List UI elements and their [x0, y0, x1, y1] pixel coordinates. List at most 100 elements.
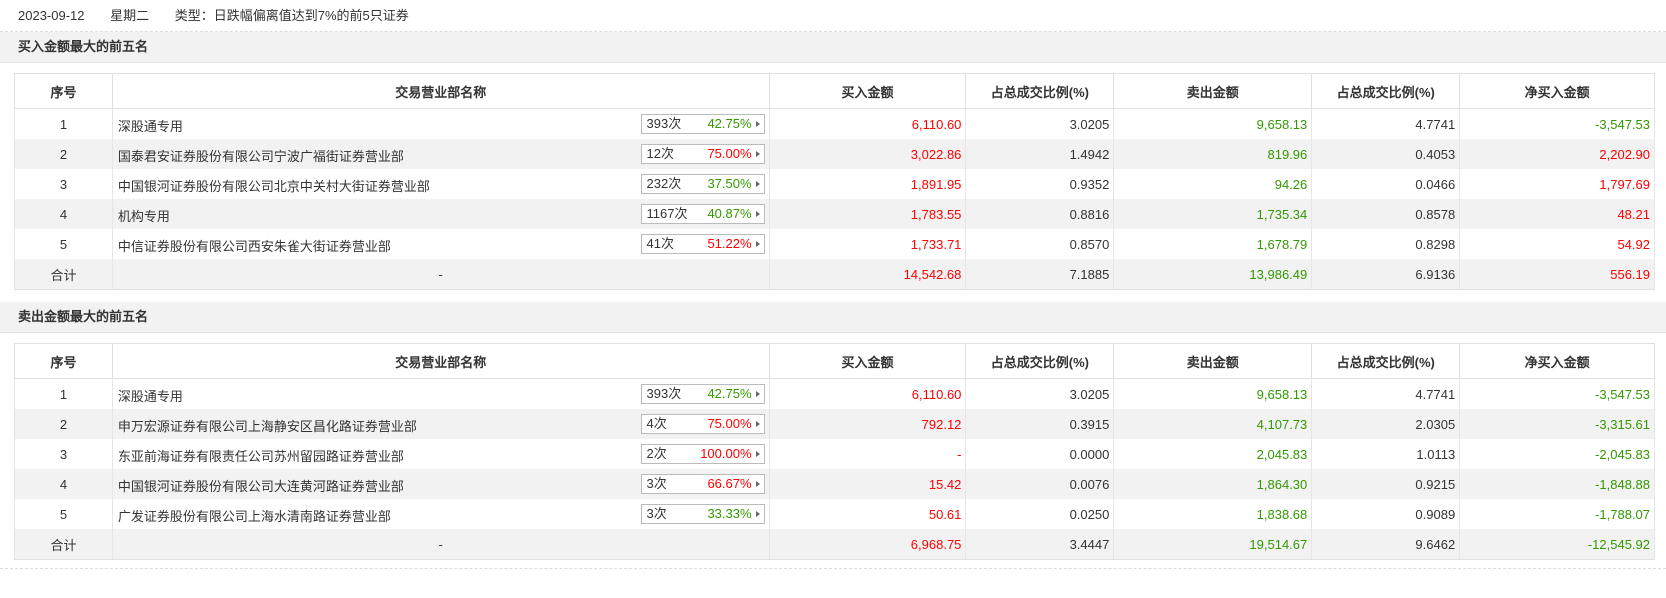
sell-amount: 1,864.30	[1113, 469, 1313, 499]
total-dept-name: -	[111, 259, 770, 290]
net-amount: 48.21	[1459, 199, 1655, 229]
dept-name-cell: 深股通专用 393次 42.75%	[111, 108, 770, 139]
appearance-stats-button[interactable]: 4次 75.00%	[640, 414, 765, 434]
appearance-stats-button[interactable]: 3次 66.67%	[640, 474, 765, 494]
sell-ratio: 2.0305	[1311, 409, 1461, 439]
arrow-right-icon	[755, 151, 760, 157]
buy-table-header: 序号 交易营业部名称 买入金额 占总成交比例(%) 卖出金额 占总成交比例(%) 净买入金额	[14, 73, 1655, 109]
appearance-stats-button[interactable]: 1167次 40.87%	[640, 204, 765, 224]
buy-ratio: 0.3915	[965, 409, 1115, 439]
buy-amount: 1,891.95	[768, 169, 967, 199]
total-label: 合计	[14, 529, 113, 560]
row-index: 2	[14, 139, 113, 169]
net-amount: -1,788.07	[1459, 499, 1655, 529]
dept-name[interactable]: 国泰君安证券股份有限公司宁波广福街证券营业部	[117, 149, 404, 164]
sell-amount: 819.96	[1113, 139, 1313, 169]
col-sell-amount-header: 卖出金额	[1113, 73, 1313, 109]
dept-name[interactable]: 中国银河证券股份有限公司大连黄河路证券营业部	[117, 479, 404, 494]
buy-ratio: 0.9352	[965, 169, 1115, 199]
arrow-right-icon	[755, 481, 760, 487]
col-sell-amount-header: 卖出金额	[1113, 343, 1313, 379]
dept-name-cell: 机构专用 1167次 40.87%	[111, 199, 770, 229]
sell-ratio: 0.8298	[1311, 229, 1461, 259]
dept-name[interactable]: 深股通专用	[117, 389, 183, 404]
appearance-stats-button[interactable]: 232次 37.50%	[640, 174, 765, 194]
sell-amount: 9,658.13	[1113, 378, 1313, 409]
dept-name[interactable]: 申万宏源证券有限公司上海静安区昌化路证券营业部	[117, 419, 417, 434]
appearance-stats-button[interactable]: 12次 75.00%	[640, 144, 765, 164]
sell-ratio: 4.7741	[1311, 108, 1461, 139]
net-amount: 1,797.69	[1459, 169, 1655, 199]
success-rate: 40.87%	[707, 206, 752, 221]
appearance-count: 3次	[646, 506, 667, 521]
row-index: 1	[14, 378, 113, 409]
sell-amount: 1,735.34	[1113, 199, 1313, 229]
total-buy-amount: 14,542.68	[768, 259, 967, 290]
arrow-right-icon	[755, 391, 760, 397]
total-sell-ratio: 6.9136	[1311, 259, 1461, 290]
dept-name[interactable]: 机构专用	[117, 209, 170, 224]
col-sell-ratio-header: 占总成交比例(%)	[1311, 343, 1461, 379]
table-row: 5 中信证券股份有限公司西安朱雀大街证券营业部 41次 51.22% 1,733.71 0…	[14, 229, 1655, 259]
appearance-stats-button[interactable]: 3次 33.33%	[640, 504, 765, 524]
total-row: 合计 -14,542.68 7.1885 13,986.49 6.9136 556.19	[14, 259, 1655, 290]
buy-ratio: 0.8816	[965, 199, 1115, 229]
sell-amount: 94.26	[1113, 169, 1313, 199]
col-buy-ratio-header: 占总成交比例(%)	[965, 73, 1115, 109]
appearance-count: 1167次	[646, 206, 688, 221]
success-rate: 100.00%	[700, 446, 752, 461]
appearance-stats-button[interactable]: 41次 51.22%	[640, 234, 765, 254]
buy-amount: 6,110.60	[768, 108, 967, 139]
dept-name[interactable]: 中国银河证券股份有限公司北京中关村大街证券营业部	[117, 179, 430, 194]
success-rate: 75.00%	[707, 416, 752, 431]
sell-section-title: 卖出金额最大的前五名	[0, 302, 1666, 333]
buy-ratio: 0.0000	[965, 439, 1115, 469]
row-index: 4	[14, 199, 113, 229]
buy-ratio: 3.0205	[965, 108, 1115, 139]
weekday: 星期二	[110, 8, 150, 23]
appearance-stats-button[interactable]: 2次 100.00%	[640, 444, 765, 464]
dept-name[interactable]: 深股通专用	[117, 119, 183, 134]
total-sell-amount: 13,986.49	[1113, 259, 1313, 290]
appearance-count: 41次	[646, 236, 674, 251]
total-buy-amount: 6,968.75	[768, 529, 967, 560]
col-dept-name-header: 交易营业部名称	[111, 343, 770, 379]
row-index: 5	[14, 499, 113, 529]
appearance-stats-button[interactable]: 393次 42.75%	[640, 384, 765, 404]
appearance-stats-button[interactable]: 393次 42.75%	[640, 114, 765, 134]
col-buy-amount-header: 买入金额	[768, 343, 967, 379]
buy-ratio: 1.4942	[965, 139, 1115, 169]
total-net-amount: -12,545.92	[1459, 529, 1655, 560]
col-net-amount-header: 净买入金额	[1459, 73, 1655, 109]
success-rate: 42.75%	[707, 386, 752, 401]
buy-amount: 1,783.55	[768, 199, 967, 229]
arrow-right-icon	[755, 181, 760, 187]
buy-amount: 50.61	[768, 499, 967, 529]
arrow-right-icon	[755, 511, 760, 517]
sell-ratio: 0.0466	[1311, 169, 1461, 199]
success-rate: 42.75%	[707, 116, 752, 131]
net-amount: 54.92	[1459, 229, 1655, 259]
net-amount: -2,045.83	[1459, 439, 1655, 469]
sell-amount: 9,658.13	[1113, 108, 1313, 139]
total-sell-amount: 19,514.67	[1113, 529, 1313, 560]
net-amount: -3,315.61	[1459, 409, 1655, 439]
col-buy-amount-header: 买入金额	[768, 73, 967, 109]
dept-name-cell: 中国银河证券股份有限公司大连黄河路证券营业部 3次 66.67%	[111, 469, 770, 499]
buy-table: 序号 交易营业部名称 买入金额 占总成交比例(%) 卖出金额 占总成交比例(%) 净买入金额…	[14, 73, 1655, 290]
dept-name[interactable]: 广发证券股份有限公司上海水清南路证券营业部	[117, 509, 391, 524]
dept-name-cell: 广发证券股份有限公司上海水清南路证券营业部 3次 33.33%	[111, 499, 770, 529]
net-amount: -1,848.88	[1459, 469, 1655, 499]
appearance-count: 232次	[646, 176, 682, 191]
table-row: 4 机构专用 1167次 40.87% 1,783.55 0.8816 1,735.34 0.…	[14, 199, 1655, 229]
arrow-right-icon	[755, 121, 760, 127]
dept-name-cell: 中信证券股份有限公司西安朱雀大街证券营业部 41次 51.22%	[111, 229, 770, 259]
buy-amount: 3,022.86	[768, 139, 967, 169]
buy-amount: 792.12	[768, 409, 967, 439]
net-amount: 2,202.90	[1459, 139, 1655, 169]
dept-name[interactable]: 东亚前海证券有限责任公司苏州留园路证券营业部	[117, 449, 404, 464]
dept-name-cell: 中国银河证券股份有限公司北京中关村大街证券营业部 232次 37.50%	[111, 169, 770, 199]
dept-name[interactable]: 中信证券股份有限公司西安朱雀大街证券营业部	[117, 239, 391, 254]
sell-amount: 1,678.79	[1113, 229, 1313, 259]
col-sell-ratio-header: 占总成交比例(%)	[1311, 73, 1461, 109]
